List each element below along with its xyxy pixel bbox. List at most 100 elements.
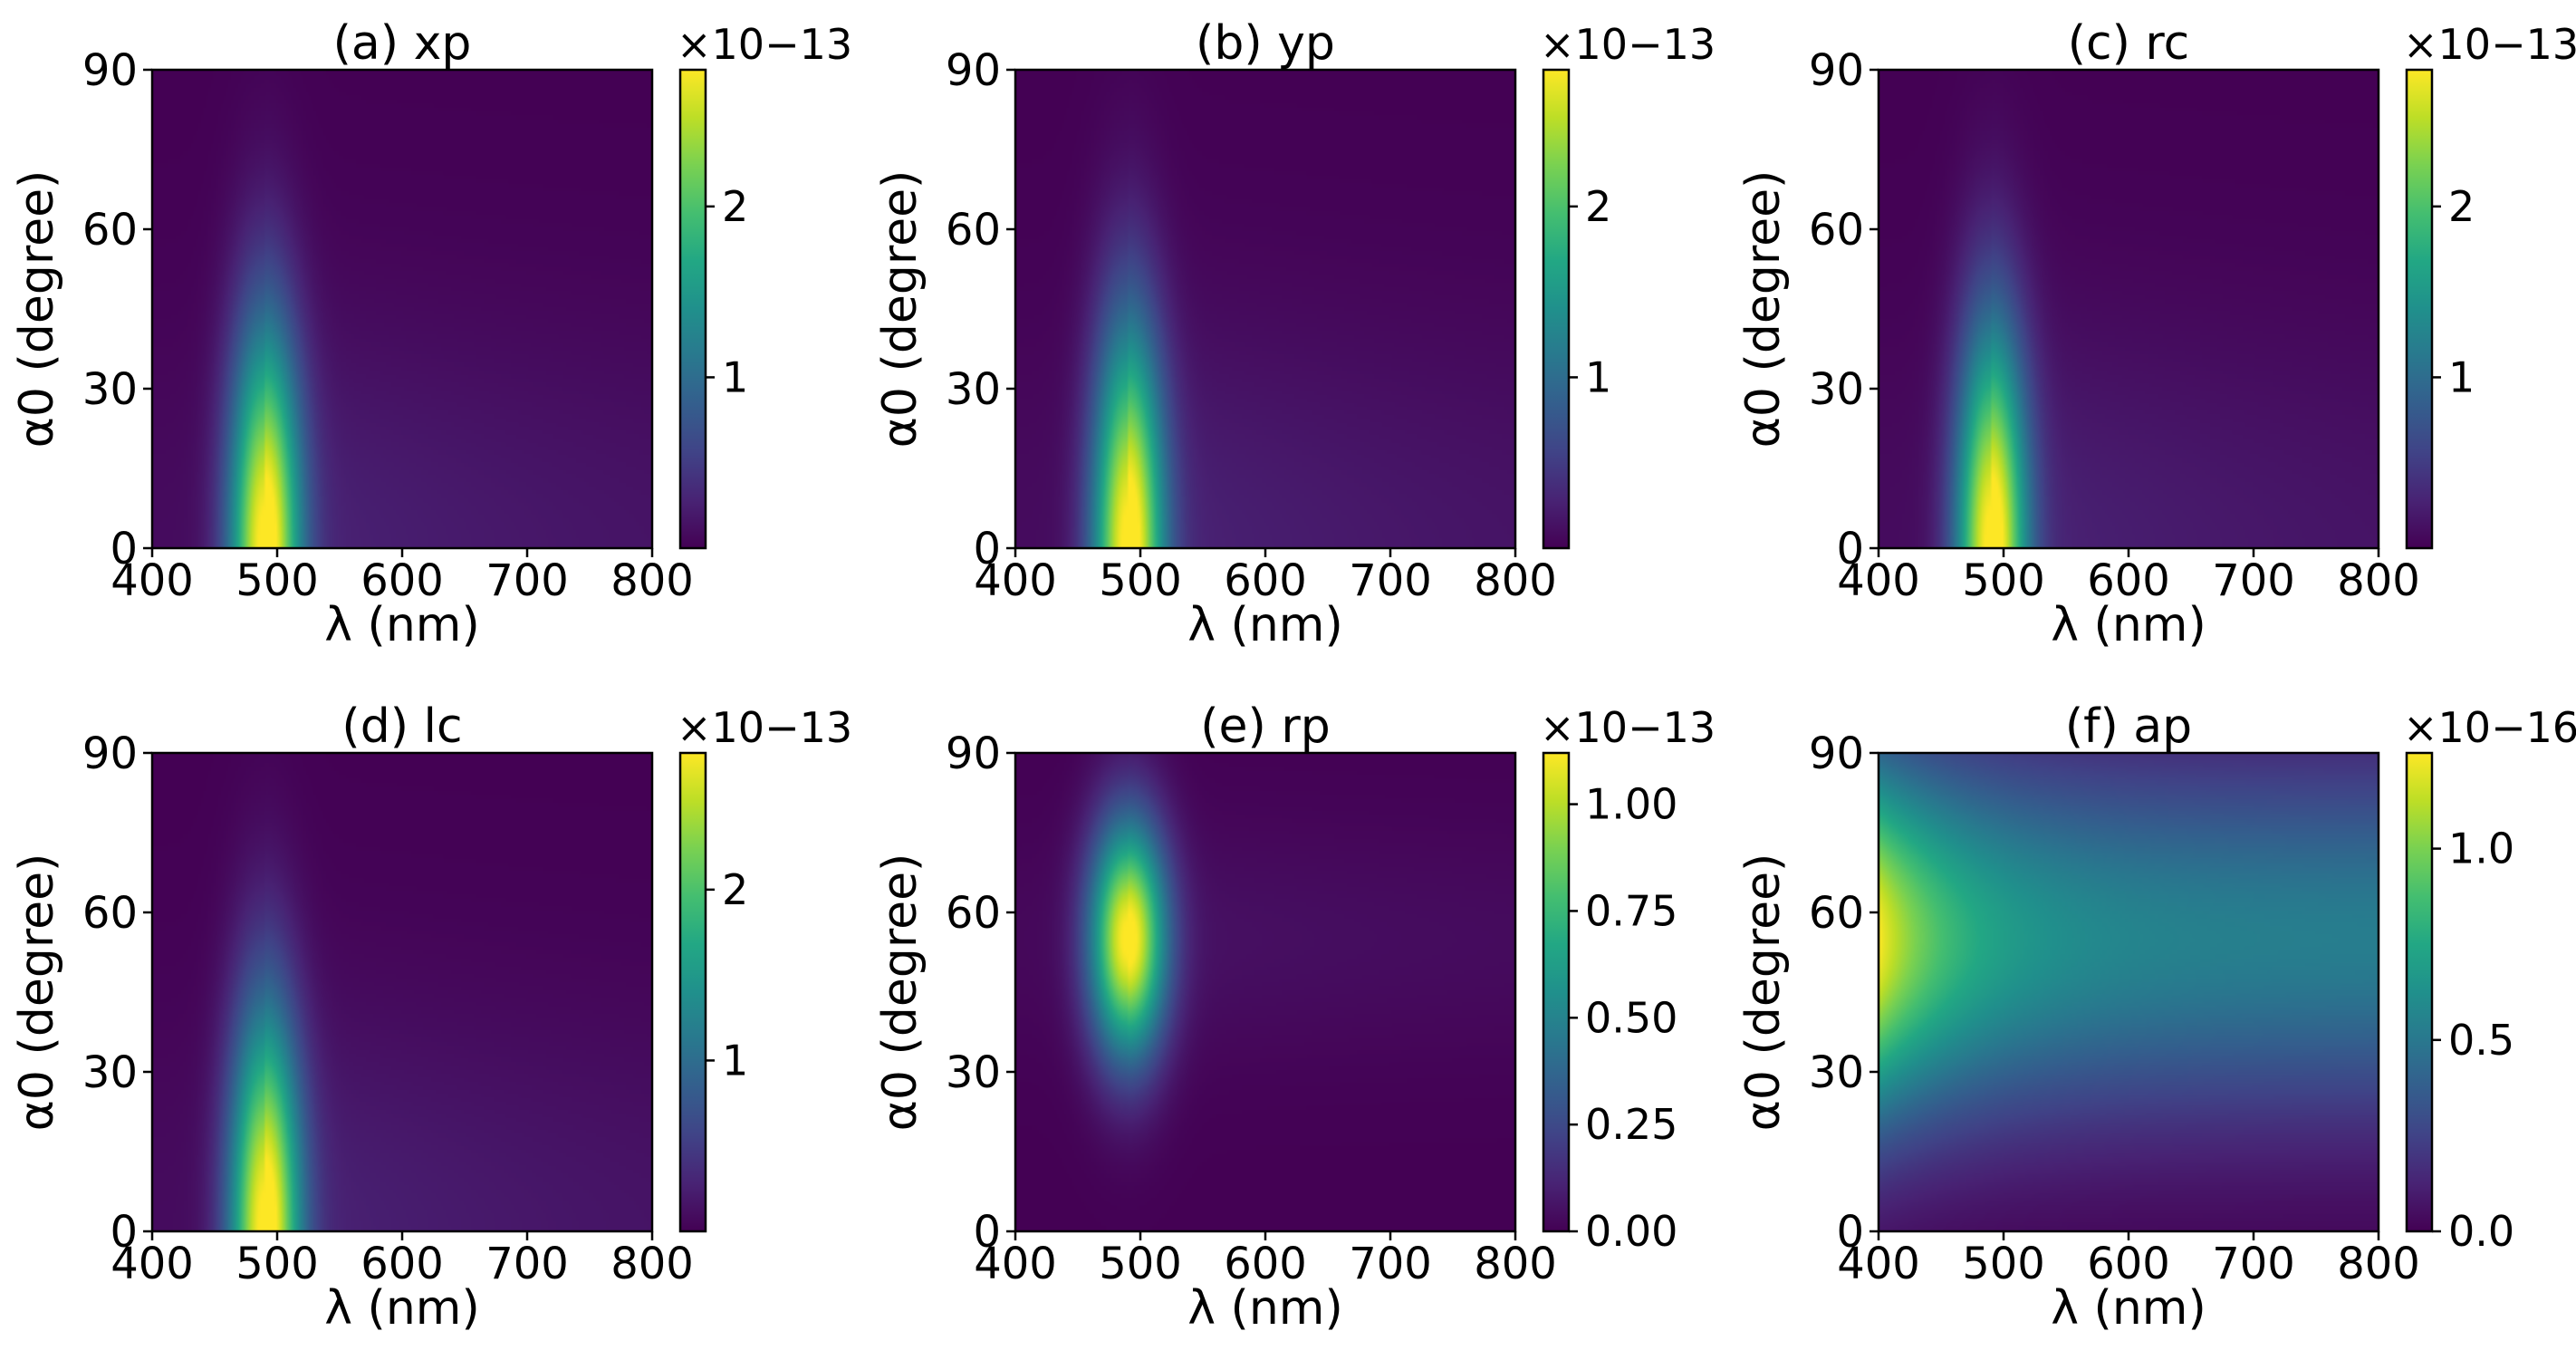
colorbar [2407, 753, 2432, 1231]
colorbar-multiplier: ×10−13 [677, 703, 852, 752]
colorbar-multiplier: ×10−13 [677, 20, 852, 69]
panel: (c) rc 400 500 600 700 800 0 30 60 90 λ (nm) α0 (de… [1736, 16, 2576, 652]
x-tick-label: 500 [1962, 1239, 2045, 1289]
x-tick-label: 800 [1474, 1239, 1557, 1289]
colorbar-tick-label: 2 [722, 865, 748, 914]
x-tick-label: 600 [2087, 555, 2170, 606]
colorbar-tick-label: 1 [1585, 352, 1611, 401]
x-tick-label: 400 [1837, 1239, 1920, 1289]
panel-title: (e) rp [1200, 699, 1330, 754]
x-tick-label: 600 [360, 555, 444, 606]
x-tick-label: 600 [1224, 555, 1307, 606]
y-axis-label: α0 (degree) [10, 170, 64, 449]
y-tick-label: 0 [1836, 1207, 1864, 1258]
colorbar [680, 753, 706, 1231]
y-tick-label: 60 [946, 888, 1001, 939]
colorbar [1543, 753, 1569, 1231]
y-tick-label: 0 [110, 524, 138, 574]
colorbar-tick-label: 0.00 [1585, 1207, 1677, 1256]
x-tick-label: 600 [1224, 1239, 1307, 1289]
x-tick-label: 400 [111, 555, 194, 606]
x-tick-label: 500 [235, 1239, 319, 1289]
x-tick-label: 400 [1837, 555, 1920, 606]
heatmap-image [1879, 70, 2379, 548]
panel-title: (a) xp [333, 16, 472, 71]
colorbar-tick-label: 1.00 [1585, 780, 1677, 829]
y-tick-label: 60 [82, 205, 138, 256]
x-tick-label: 700 [1349, 555, 1432, 606]
y-axis-label: α0 (degree) [10, 854, 64, 1132]
y-tick-label: 60 [1809, 205, 1864, 256]
x-tick-label: 700 [485, 1239, 569, 1289]
x-axis-label: λ (nm) [324, 1281, 480, 1336]
x-tick-label: 600 [2087, 1239, 2170, 1289]
y-tick-label: 0 [1836, 524, 1864, 574]
x-axis-label: λ (nm) [2051, 598, 2206, 652]
colorbar-frame [678, 68, 707, 550]
x-tick-label: 700 [2212, 555, 2295, 606]
colorbar-frame [1542, 751, 1571, 1233]
colorbar-tick-label: 2 [2448, 182, 2475, 231]
y-tick-label: 90 [946, 728, 1001, 779]
heatmap-image [152, 753, 652, 1231]
colorbar-multiplier: ×10−16 [2403, 703, 2576, 752]
heatmap-image [1879, 753, 2379, 1231]
panel: (e) rp 400 500 600 700 800 0 30 60 90 λ (nm) α0 (de… [873, 699, 1716, 1336]
x-tick-label: 600 [360, 1239, 444, 1289]
x-tick-label: 800 [610, 555, 694, 606]
y-tick-label: 30 [946, 364, 1001, 415]
y-tick-label: 90 [1809, 45, 1864, 96]
colorbar [1543, 70, 1569, 548]
colorbar-tick-label: 1 [722, 352, 748, 401]
x-tick-label: 400 [974, 1239, 1057, 1289]
panel-title: (b) yp [1196, 16, 1335, 71]
colorbar-frame [1542, 68, 1571, 550]
x-tick-label: 500 [1099, 1239, 1182, 1289]
heatmap-image [1015, 70, 1515, 548]
y-axis-label: α0 (degree) [1736, 854, 1791, 1132]
y-tick-label: 0 [973, 1207, 1001, 1258]
x-tick-label: 800 [1474, 555, 1557, 606]
x-axis-label: λ (nm) [2051, 1281, 2206, 1336]
y-tick-label: 30 [82, 1047, 138, 1098]
x-tick-label: 500 [1962, 555, 2045, 606]
colorbar-frame [2405, 68, 2434, 550]
y-tick-label: 30 [1809, 1047, 1864, 1098]
x-tick-label: 700 [485, 555, 569, 606]
y-axis-label: α0 (degree) [873, 170, 928, 449]
y-tick-label: 90 [82, 728, 138, 779]
colorbar-multiplier: ×10−13 [1540, 703, 1716, 752]
y-tick-label: 30 [82, 364, 138, 415]
panel: (a) xp 400 500 600 700 800 0 30 60 90 λ (nm) α0 (de… [10, 16, 852, 652]
colorbar-frame [2405, 751, 2434, 1233]
y-axis-label: α0 (degree) [1736, 170, 1791, 449]
x-axis-label: λ (nm) [1187, 1281, 1343, 1336]
x-tick-label: 400 [111, 1239, 194, 1289]
y-axis-label: α0 (degree) [873, 854, 928, 1132]
colorbar [680, 70, 706, 548]
colorbar-multiplier: ×10−13 [1540, 20, 1716, 69]
y-tick-label: 0 [973, 524, 1001, 574]
x-tick-label: 400 [974, 555, 1057, 606]
panel: (b) yp 400 500 600 700 800 0 30 60 90 λ (nm) α0 (de… [873, 16, 1716, 652]
colorbar-tick-label: 0.75 [1585, 886, 1677, 935]
x-tick-label: 800 [2337, 1239, 2420, 1289]
x-axis-label: λ (nm) [324, 598, 480, 652]
panel-title: (c) rc [2068, 16, 2190, 71]
y-tick-label: 30 [946, 1047, 1001, 1098]
x-tick-label: 700 [2212, 1239, 2295, 1289]
panel: (d) lc 400 500 600 700 800 0 30 60 90 λ (nm) α0 (de… [10, 699, 852, 1336]
colorbar-frame [678, 751, 707, 1233]
y-tick-label: 90 [82, 45, 138, 96]
panel-title: (d) lc [341, 699, 462, 754]
x-tick-label: 500 [235, 555, 319, 606]
panel: (f) ap 400 500 600 700 800 0 30 60 90 λ (nm) α0 (de… [1736, 699, 2576, 1336]
y-tick-label: 60 [946, 205, 1001, 256]
colorbar-tick-label: 1.0 [2448, 825, 2514, 873]
y-tick-label: 0 [110, 1207, 138, 1258]
y-tick-label: 60 [82, 888, 138, 939]
colorbar-tick-label: 0.5 [2448, 1016, 2514, 1065]
x-tick-label: 500 [1099, 555, 1182, 606]
colorbar-multiplier: ×10−13 [2403, 20, 2576, 69]
